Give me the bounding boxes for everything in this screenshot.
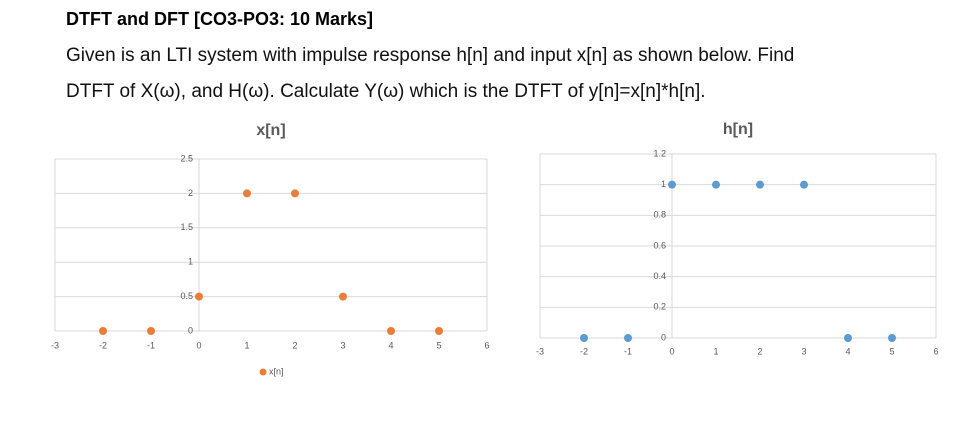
x-tick-label: 4 <box>845 346 850 356</box>
point <box>624 334 632 342</box>
point <box>387 327 395 335</box>
y-tick-label: 0 <box>188 325 193 335</box>
x-tick-label: 6 <box>484 340 489 350</box>
y-tick-label: 2 <box>188 188 193 198</box>
x-tick-label: 2 <box>757 346 762 356</box>
paragraph-line: Given is an LTI system with impulse resp… <box>66 45 795 66</box>
chart-title: x[n] <box>256 122 285 139</box>
point <box>147 327 155 335</box>
y-tick-label: 0.6 <box>653 240 666 250</box>
legend-label: x[n] <box>269 366 284 376</box>
x-tick-label: -3 <box>536 346 544 356</box>
point <box>435 327 443 335</box>
point <box>99 327 107 335</box>
x-tick-label: 4 <box>388 340 393 350</box>
x-tick-label: -1 <box>147 340 155 350</box>
point <box>844 334 852 342</box>
x-tick-label: 3 <box>801 346 806 356</box>
x-tick-label: 1 <box>244 340 249 350</box>
y-tick-label: 0.5 <box>180 291 193 301</box>
point <box>243 189 251 198</box>
y-tick-label: 1 <box>661 179 666 189</box>
y-tick-label: 0 <box>661 332 666 342</box>
paragraph-line: DTFT of X(ω), and H(ω). Calculate Y(ω) w… <box>66 81 706 102</box>
y-tick-label: 2.5 <box>180 153 193 163</box>
x-tick-label: 6 <box>933 346 938 356</box>
y-tick-label: 0.4 <box>653 271 666 281</box>
x-tick-label: -2 <box>99 340 107 350</box>
y-tick-label: 1.5 <box>180 222 193 232</box>
x-tick-label: -2 <box>580 346 588 356</box>
x-tick-label: -3 <box>51 340 59 350</box>
chart-title: h[n] <box>723 121 753 138</box>
y-tick-label: 0.8 <box>653 210 666 220</box>
point <box>580 334 588 342</box>
point <box>756 180 764 189</box>
x-tick-label: 1 <box>713 346 718 356</box>
point <box>195 292 203 301</box>
y-tick-label: 1.2 <box>653 148 666 158</box>
x-tick-label: 0 <box>669 346 674 356</box>
point <box>888 334 896 342</box>
x-tick-label: -1 <box>624 346 632 356</box>
point <box>339 292 347 301</box>
point <box>712 180 720 189</box>
y-tick-label: 0.2 <box>653 302 666 312</box>
point <box>668 180 676 189</box>
x-tick-label: 3 <box>340 340 345 350</box>
point <box>291 189 299 198</box>
x-tick-label: 0 <box>196 340 201 350</box>
y-tick-label: 1 <box>188 257 193 267</box>
point <box>800 180 808 189</box>
x-tick-label: 2 <box>292 340 297 350</box>
x-tick-label: 5 <box>436 340 441 350</box>
legend-marker <box>259 368 267 376</box>
heading: DTFT and DFT [CO3-PO3: 10 Marks] <box>66 9 374 29</box>
x-tick-label: 5 <box>889 346 894 356</box>
